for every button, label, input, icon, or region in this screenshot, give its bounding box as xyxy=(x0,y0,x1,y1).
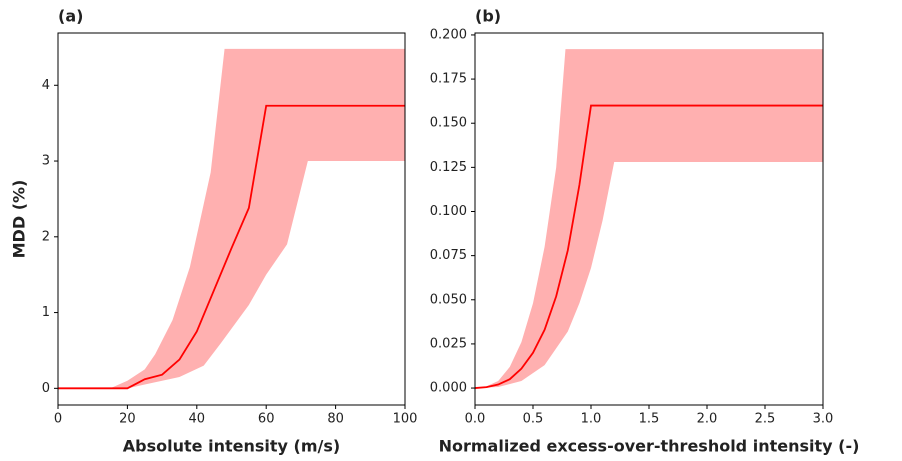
y-tick-label: 0.175 xyxy=(430,72,467,87)
y-tick-label: 3 xyxy=(42,154,50,169)
y-tick-label: 1 xyxy=(42,305,50,320)
y-tick-label: 0.150 xyxy=(430,116,467,131)
y-tick-label: 0.075 xyxy=(430,248,467,263)
x-tick-label: 1.0 xyxy=(581,412,602,427)
x-tick-label: 100 xyxy=(393,412,418,427)
y-tick-label: 0.025 xyxy=(430,336,467,351)
x-tick-label: 3.0 xyxy=(813,412,834,427)
x-tick-label: 60 xyxy=(258,412,275,427)
x-axis-label: Normalized excess-over-threshold intensi… xyxy=(439,437,860,456)
uncertainty-band xyxy=(475,49,823,389)
y-tick-label: 0.050 xyxy=(430,292,467,307)
y-tick-label: 0.200 xyxy=(430,27,467,42)
x-tick-label: 40 xyxy=(189,412,206,427)
x-tick-label: 0 xyxy=(54,412,62,427)
y-tick-label: 2 xyxy=(42,229,50,244)
y-tick-label: 0 xyxy=(42,381,50,396)
x-tick-label: 2.0 xyxy=(697,412,718,427)
x-tick-label: 1.5 xyxy=(639,412,660,427)
x-tick-label: 2.5 xyxy=(755,412,776,427)
y-tick-label: 0.100 xyxy=(430,204,467,219)
y-tick-label: 0.000 xyxy=(430,381,467,396)
y-tick-label: 0.125 xyxy=(430,160,467,175)
y-axis-label: MDD (%) xyxy=(10,180,29,259)
x-axis-label: Absolute intensity (m/s) xyxy=(123,437,340,456)
x-tick-label: 20 xyxy=(119,412,136,427)
panel-title: (b) xyxy=(475,7,501,26)
x-tick-label: 0.0 xyxy=(465,412,486,427)
median-line xyxy=(58,104,405,390)
median-line xyxy=(474,104,823,389)
plot-frame xyxy=(57,32,406,406)
x-tick-label: 0.5 xyxy=(523,412,544,427)
y-tick-label: 4 xyxy=(42,78,50,93)
panel-title: (a) xyxy=(58,7,83,26)
x-tick-label: 80 xyxy=(327,412,344,427)
uncertainty-band xyxy=(58,48,405,389)
